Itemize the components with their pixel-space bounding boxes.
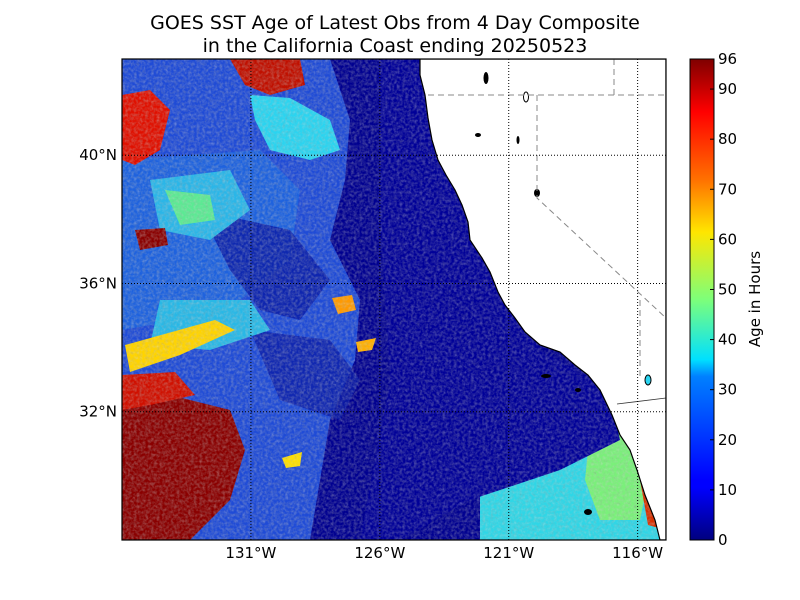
map-panel bbox=[122, 59, 666, 540]
longitude-tick-label: 126°W bbox=[354, 544, 405, 562]
colorbar-gradient bbox=[689, 58, 715, 541]
longitude-tick-label: 116°W bbox=[612, 544, 663, 562]
colorbar-tick-label: 80 bbox=[718, 130, 737, 148]
colorbar-tick-label: 90 bbox=[718, 80, 737, 98]
colorbar-tick-label: 60 bbox=[718, 230, 737, 248]
colorbar-ticks: 0 10 20 30 40 50 60 70 80 90 96 bbox=[710, 50, 737, 549]
colorbar-tick-label: 10 bbox=[718, 481, 737, 499]
map-title-line-1: GOES SST Age of Latest Obs from 4 Day Co… bbox=[150, 12, 640, 34]
island-shape bbox=[541, 374, 551, 378]
island-shape bbox=[575, 388, 581, 392]
longitude-axis: 131°W 126°W 121°W 116°W bbox=[225, 544, 663, 562]
graticule bbox=[122, 59, 666, 540]
colorbar-tick-label: 70 bbox=[718, 180, 737, 198]
latitude-axis: 40°N 36°N 32°N bbox=[79, 146, 117, 421]
latitude-tick-label: 32°N bbox=[79, 403, 117, 421]
state-boundaries bbox=[428, 59, 666, 380]
latitude-tick-label: 40°N bbox=[79, 146, 117, 164]
colorbar-tick-label: 20 bbox=[718, 431, 737, 449]
map-title-line-2: in the California Coast ending 20250523 bbox=[202, 35, 588, 57]
land-california bbox=[419, 59, 666, 540]
us-mexico-border bbox=[616, 397, 666, 405]
lake-salton-sea bbox=[644, 374, 652, 386]
longitude-tick-label: 121°W bbox=[483, 544, 534, 562]
colorbar-tick-label: 0 bbox=[718, 531, 728, 549]
colorbar-tick-label: 40 bbox=[718, 331, 737, 349]
longitude-tick-label: 131°W bbox=[225, 544, 276, 562]
colorbar-tick-label: 50 bbox=[718, 280, 737, 298]
colorbar-tick-label: 30 bbox=[718, 381, 737, 399]
island-shape bbox=[584, 509, 592, 515]
colorbar-tick-label: 96 bbox=[718, 50, 737, 68]
lake-shape bbox=[483, 72, 489, 84]
colorbar-label: Age in Hours bbox=[746, 251, 764, 347]
colorbar: 0 10 20 30 40 50 60 70 80 90 96 Age in Hours bbox=[689, 50, 764, 549]
lake-shape bbox=[475, 133, 481, 137]
latitude-tick-label: 36°N bbox=[79, 274, 117, 292]
lake-shape bbox=[523, 91, 529, 103]
lake-shape bbox=[516, 136, 520, 144]
lake-shape bbox=[534, 189, 540, 197]
map-frame bbox=[121, 58, 667, 541]
